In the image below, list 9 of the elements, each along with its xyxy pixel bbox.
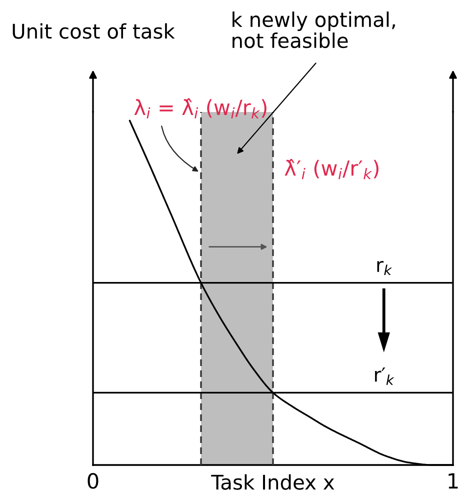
text: k newly optimal, not feasible xyxy=(232,12,395,48)
x-axis-title: Task Index x xyxy=(211,474,334,490)
ref-line-label: r′$_{k}$ xyxy=(375,367,394,385)
ref-line-label: λ̂′$_{i}$ (w$_{i}$/r′$_{k}$) xyxy=(284,158,378,180)
x-tick-label: 0 xyxy=(88,473,98,489)
x-tick-label: 1 xyxy=(448,473,458,488)
y-axis-title: Unit cost of task xyxy=(12,23,175,39)
ref-line-label: r$_{k}$ xyxy=(377,260,392,276)
text: λ$_{i}$ = λ̂$_{i}$ (w$_{i}$/r$_{k}$) xyxy=(134,98,266,118)
